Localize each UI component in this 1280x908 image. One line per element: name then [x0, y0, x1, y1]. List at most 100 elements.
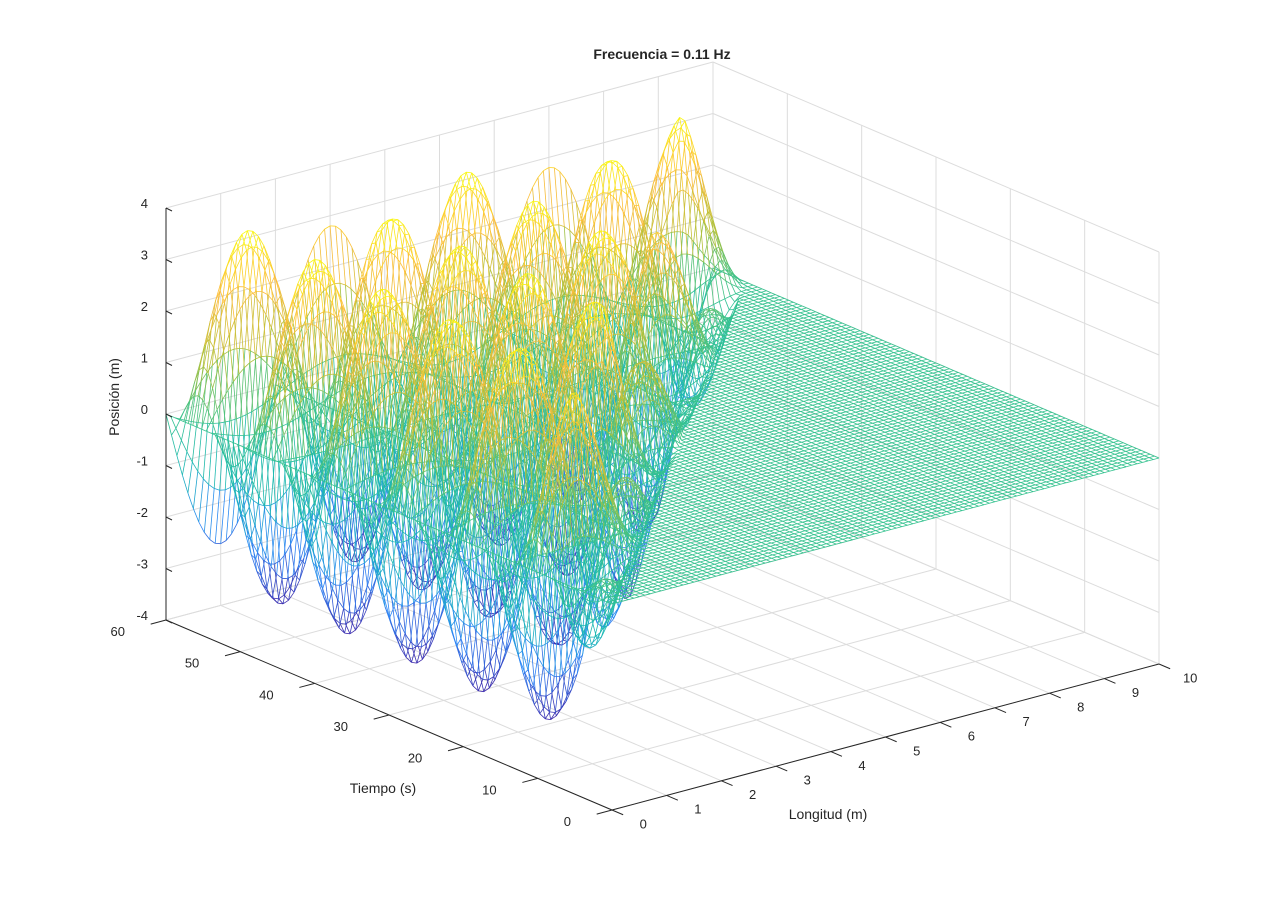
- mesh-line: [238, 373, 244, 436]
- mesh-line: [270, 395, 276, 401]
- mesh-line: [229, 269, 236, 285]
- mesh-line: [409, 246, 415, 249]
- mesh-line: [453, 358, 460, 362]
- mesh-line: [202, 373, 209, 400]
- mesh-line: [328, 466, 334, 490]
- mesh-line: [255, 451, 260, 455]
- mesh-line: [242, 230, 248, 245]
- mesh-line: [254, 258, 260, 296]
- mesh-line: [347, 563, 354, 567]
- mesh-line: [291, 525, 298, 529]
- mesh-line: [272, 300, 278, 359]
- mesh-line: [346, 237, 353, 248]
- mesh-line: [296, 309, 302, 343]
- mesh-line: [185, 399, 191, 421]
- mesh-line: [344, 489, 350, 493]
- mesh-line: [476, 177, 484, 188]
- mesh-line: [318, 391, 324, 450]
- mesh-line: [237, 234, 243, 249]
- mesh-line: [459, 245, 465, 248]
- mesh-line: [269, 460, 275, 516]
- mesh-line: [331, 523, 337, 525]
- mesh-line: [478, 690, 484, 693]
- mesh-line: [248, 434, 255, 436]
- mesh-line: [282, 459, 289, 461]
- mesh-line: [309, 488, 316, 504]
- mesh-line: [258, 503, 265, 507]
- mesh-line: [322, 588, 329, 606]
- mesh-line: [218, 323, 224, 352]
- mesh-line: [250, 294, 256, 360]
- mesh-line: [183, 421, 189, 424]
- mesh-line: [272, 300, 279, 310]
- mesh-line: [282, 460, 288, 474]
- mesh-line: [419, 563, 426, 568]
- mesh-line: [263, 401, 269, 432]
- mesh-line: [235, 257, 242, 270]
- mesh-line: [269, 514, 276, 522]
- mesh-line: [306, 330, 312, 387]
- mesh-line: [165, 413, 172, 436]
- mesh-line: [234, 309, 241, 321]
- mesh-line: [223, 351, 229, 423]
- mesh-line: [269, 384, 276, 409]
- mesh-line: [251, 542, 258, 572]
- mesh-line: [324, 229, 330, 287]
- mesh-line: [263, 457, 270, 460]
- mesh-line: [308, 259, 315, 264]
- mesh-line: [209, 488, 215, 540]
- mesh-line: [240, 414, 247, 418]
- mesh-line: [233, 373, 240, 382]
- mesh-line: [263, 427, 270, 456]
- mesh-line: [312, 314, 319, 322]
- mesh-line: [312, 297, 319, 307]
- mesh-line: [277, 602, 284, 605]
- mesh-line: [293, 372, 299, 418]
- mesh-line: [285, 314, 293, 338]
- mesh-line: [348, 565, 354, 613]
- mesh-line: [180, 409, 186, 420]
- mesh-line: [196, 380, 202, 423]
- mesh-line: [287, 366, 293, 421]
- mesh-line: [311, 380, 318, 388]
- mesh-line: [284, 544, 291, 555]
- mesh-line: [270, 430, 276, 503]
- mesh-line: [249, 249, 255, 290]
- mesh-line: [249, 525, 256, 540]
- mesh-line: [257, 552, 264, 561]
- mesh-line: [271, 597, 278, 604]
- mesh-line: [302, 294, 308, 331]
- mesh-line: [206, 408, 212, 421]
- mesh-line: [317, 311, 324, 316]
- mesh-line: [284, 554, 290, 588]
- mesh-line: [225, 486, 231, 491]
- mesh-line: [309, 479, 315, 489]
- mesh-line: [244, 362, 251, 368]
- mesh-line: [198, 478, 204, 523]
- mesh-line: [285, 393, 291, 463]
- mesh-line: [253, 484, 260, 497]
- mesh-line: [256, 570, 262, 576]
- mesh-line: [191, 461, 199, 472]
- mesh-line: [226, 254, 232, 268]
- mesh-line: [214, 313, 220, 325]
- mesh-line: [324, 271, 331, 278]
- mesh-line: [239, 309, 245, 368]
- mesh-line: [197, 470, 204, 480]
- mesh-line: [211, 359, 218, 366]
- mesh-line: [254, 434, 260, 505]
- mesh-line: [327, 373, 334, 376]
- mesh-line: [297, 520, 304, 526]
- mesh-line: [537, 170, 544, 178]
- grid-line: [712, 216, 1160, 407]
- mesh-line: [292, 483, 298, 505]
- mesh-line: [274, 497, 281, 504]
- mesh-line: [259, 424, 266, 454]
- mesh-line: [318, 460, 324, 471]
- mesh-line: [321, 331, 328, 340]
- mesh-line: [217, 304, 223, 360]
- mesh-line: [237, 444, 244, 459]
- mesh-line: [305, 386, 312, 395]
- mesh-line: [207, 347, 214, 374]
- mesh-line: [283, 423, 290, 436]
